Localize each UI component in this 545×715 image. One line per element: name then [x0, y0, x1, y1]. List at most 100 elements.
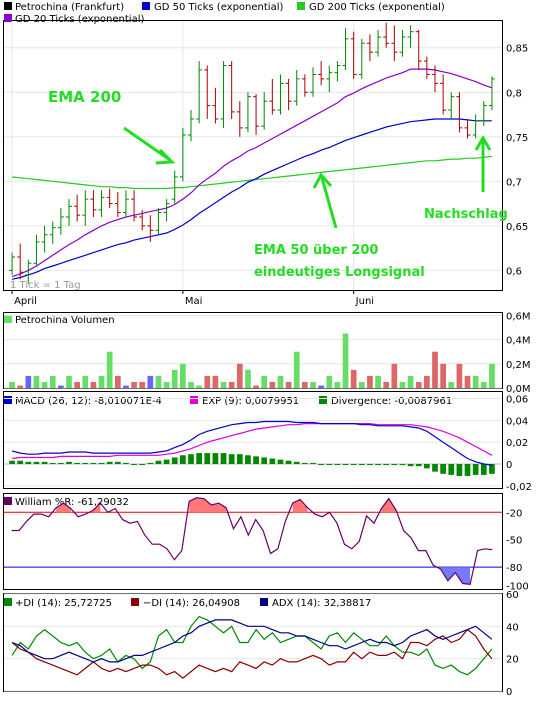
volume-bar [489, 363, 495, 388]
legend-label-dip: +DI (14): 25,72725 [15, 598, 112, 609]
volume-bar [269, 381, 276, 388]
minus-di-line [11, 628, 493, 679]
divergence-bar [318, 464, 324, 465]
price-candles [9, 22, 495, 284]
y-tick-label: -20 [506, 508, 522, 519]
y-tick-label: 0,6 [506, 266, 522, 277]
williams-r-line [11, 497, 493, 586]
volume-bar [245, 369, 251, 388]
overbought-area [381, 498, 397, 513]
volume-bar [33, 375, 40, 388]
divergence-bar [432, 464, 438, 472]
volume-bar [350, 369, 357, 388]
divergence-bar [375, 464, 381, 466]
volume-legend: Petrochina Volumen [4, 315, 115, 326]
volume-bar [163, 381, 170, 388]
divergence-bar [310, 462, 316, 464]
price-ema-lines [11, 68, 493, 280]
legend-label-adx: ADX (14): 32,38817 [272, 598, 371, 609]
divergence-bar [253, 456, 259, 464]
volume-bar [131, 381, 137, 388]
ema50-line [11, 118, 492, 280]
legend-swatch-ema50 [142, 2, 150, 10]
legend-label-volume: Petrochina Volumen [15, 315, 115, 326]
x-tick-label: Mai [185, 296, 203, 307]
ema20-line [11, 68, 493, 278]
volume-bar [49, 375, 56, 388]
volume-bar [456, 363, 463, 388]
macd-legend: MACD (26, 12): -8,010071E-4 EXP (9): 0,0… [4, 396, 452, 407]
volume-bar [196, 385, 202, 388]
y-tick-label: -100 [506, 581, 529, 592]
volume-bar [139, 381, 146, 388]
dmi-y-axis: 0 20 40 60 [506, 590, 519, 698]
volume-bar [82, 375, 89, 388]
volume-bar [228, 381, 235, 388]
volume-bar [180, 363, 186, 388]
volume-bar [480, 381, 487, 388]
divergence-bar [82, 462, 89, 464]
williams-y-axis: -100 -80 -50 -20 [506, 508, 529, 592]
legend-label-ema20: GD 20 Ticks (exponential) [15, 14, 144, 25]
volume-bar [407, 375, 414, 388]
adx-line [11, 619, 493, 663]
macd-line [11, 420, 492, 466]
macd-y-axis: -0,02 0 0,02 0,04 0,06 [506, 395, 532, 493]
divergence-bar [33, 461, 40, 464]
legend-label-divergence: Divergence: -0,0087961 [331, 396, 452, 407]
divergence-bar [41, 461, 48, 464]
volume-bar [66, 375, 72, 388]
volume-bar [17, 385, 24, 388]
overbought-area [56, 503, 71, 513]
volume-bar [171, 369, 178, 388]
divergence-bar [106, 461, 113, 464]
legend-label-williams: William %R: -61,29032 [15, 497, 129, 508]
volume-bar [472, 375, 479, 388]
volume-bar [448, 381, 455, 388]
y-tick-label: 20 [506, 655, 519, 666]
y-tick-label: 0,02 [506, 438, 528, 449]
y-tick-label: -50 [506, 536, 522, 547]
divergence-bar [472, 464, 479, 475]
legend-swatch-ema20 [4, 14, 12, 22]
legend-label-price: Petrochina (Frankfurt) [15, 2, 124, 13]
price-legend: Petrochina (Frankfurt) GD 50 Ticks (expo… [4, 2, 445, 25]
volume-bar [58, 385, 64, 388]
volume-bar [253, 385, 259, 388]
y-tick-label: -80 [506, 563, 522, 574]
legend-swatch-ema200 [297, 2, 305, 10]
volume-bar [391, 363, 398, 388]
volume-bar [342, 333, 349, 388]
tick-footnote: 1 Tick = 1 Tag [10, 280, 81, 291]
x-tick-label: Juni [355, 296, 374, 307]
legend-label-exp: EXP (9): 0,0079951 [202, 396, 299, 407]
volume-bar [212, 375, 219, 388]
overbought-area [292, 499, 308, 513]
legend-swatch-exp [190, 396, 198, 404]
volume-bar [415, 381, 422, 388]
legend-swatch-price [4, 2, 12, 10]
divergence-bar [440, 464, 446, 474]
divergence-bar [155, 460, 162, 464]
divergence-bar [123, 462, 129, 464]
volume-y-axis: 0,0M 0,2M 0,4M 0,6M [506, 311, 531, 395]
volume-bar [147, 375, 154, 388]
divergence-bar [334, 464, 341, 465]
divergence-bar [342, 464, 349, 465]
divergence-bar [448, 464, 455, 475]
y-tick-label: 40 [506, 622, 519, 633]
volume-bar [399, 381, 406, 388]
legend-swatch-divergence [319, 396, 327, 404]
legend-swatch-adx [260, 598, 268, 606]
legend-swatch-williams [4, 497, 12, 505]
volume-bar [123, 385, 129, 388]
volume-bar [326, 375, 333, 388]
divergence-bar [293, 461, 300, 464]
x-tick-label: April [14, 296, 37, 307]
volume-bar [261, 375, 268, 388]
divergence-bar [188, 454, 194, 464]
legend-label-ema200: GD 200 Ticks (exponential) [309, 2, 445, 13]
annotation-arrow-ema200 [123, 126, 176, 165]
divergence-bar [90, 462, 97, 464]
